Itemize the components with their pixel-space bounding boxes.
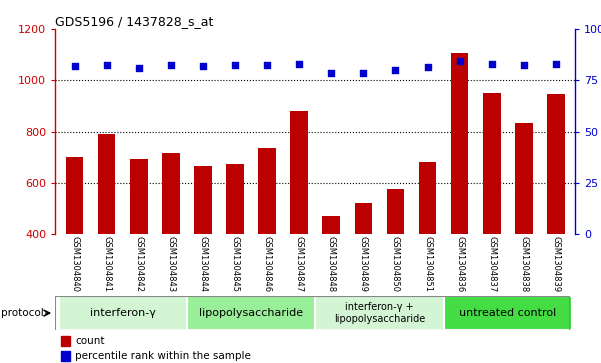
Bar [290, 111, 308, 337]
Text: GSM1304844: GSM1304844 [198, 236, 207, 292]
Text: GSM1304838: GSM1304838 [519, 236, 528, 292]
Bar [355, 203, 372, 337]
Bar [194, 166, 212, 337]
Bar [58, 296, 187, 330]
Point [487, 61, 496, 67]
Point [359, 70, 368, 76]
Point [166, 62, 175, 68]
Bar [386, 188, 404, 337]
Text: GDS5196 / 1437828_s_at: GDS5196 / 1437828_s_at [55, 15, 214, 28]
Text: GSM1304836: GSM1304836 [455, 236, 464, 292]
Point [326, 70, 336, 76]
Bar [61, 351, 70, 360]
Text: GSM1304837: GSM1304837 [487, 236, 496, 292]
Point [230, 62, 240, 68]
Text: GSM1304848: GSM1304848 [327, 236, 336, 292]
Text: lipopolysaccharide: lipopolysaccharide [199, 308, 303, 318]
Bar [451, 53, 468, 337]
Text: interferon-γ +
lipopolysaccharide: interferon-γ + lipopolysaccharide [334, 302, 425, 324]
Bar [515, 123, 532, 337]
Bar [98, 134, 115, 337]
Point [198, 63, 208, 69]
Text: GSM1304849: GSM1304849 [359, 236, 368, 292]
Text: GSM1304842: GSM1304842 [134, 236, 143, 292]
Text: GSM1304851: GSM1304851 [423, 236, 432, 292]
Text: GSM1304843: GSM1304843 [166, 236, 175, 292]
Point [551, 61, 561, 67]
Bar [66, 157, 84, 337]
Text: GSM1304847: GSM1304847 [294, 236, 304, 292]
Bar [187, 296, 315, 330]
Bar [419, 162, 436, 337]
Bar [444, 296, 572, 330]
Text: percentile rank within the sample: percentile rank within the sample [75, 351, 251, 360]
Point [262, 62, 272, 68]
Point [519, 62, 529, 68]
Bar [226, 164, 244, 337]
Point [391, 67, 400, 73]
Point [134, 65, 144, 71]
Point [423, 64, 432, 70]
Bar [547, 94, 565, 337]
Point [455, 58, 465, 64]
Text: GSM1304850: GSM1304850 [391, 236, 400, 292]
Text: GSM1304840: GSM1304840 [70, 236, 79, 292]
Text: protocol: protocol [1, 308, 44, 318]
Point [102, 62, 111, 68]
Point [70, 63, 79, 69]
Bar [258, 148, 276, 337]
Text: GSM1304841: GSM1304841 [102, 236, 111, 292]
Text: untreated control: untreated control [459, 308, 557, 318]
Bar [162, 154, 180, 337]
Bar [315, 296, 444, 330]
Text: GSM1304845: GSM1304845 [231, 236, 239, 292]
Point [294, 61, 304, 66]
Text: GSM1304839: GSM1304839 [551, 236, 560, 292]
Bar [323, 216, 340, 337]
Text: GSM1304846: GSM1304846 [263, 236, 272, 292]
Text: count: count [75, 336, 105, 346]
Bar [130, 159, 148, 337]
Text: interferon-γ: interferon-γ [90, 308, 156, 318]
Bar [483, 93, 501, 337]
Bar [61, 336, 70, 346]
